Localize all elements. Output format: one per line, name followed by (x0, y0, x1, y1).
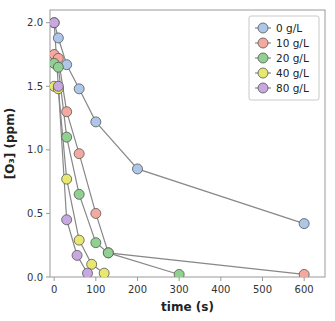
x-tick (179, 277, 180, 281)
legend-item: 0 g/L (255, 22, 302, 34)
legend-item: 10 g/L (255, 37, 309, 49)
legend-box (249, 16, 319, 100)
data-point (74, 149, 84, 159)
data-point (99, 268, 109, 277)
y-tick (46, 22, 50, 23)
legend-marker (258, 68, 268, 78)
data-point (62, 215, 72, 225)
series-line (54, 55, 304, 275)
data-point (91, 117, 101, 127)
data-point (53, 62, 63, 72)
y-axis-label: [O₃] (ppm) (3, 108, 17, 179)
data-point (62, 107, 72, 117)
x-tick-label: 500 (253, 284, 272, 295)
data-point (74, 189, 84, 199)
data-point (74, 84, 84, 94)
x-axis-label: time (s) (161, 300, 214, 314)
data-point (50, 18, 59, 28)
x-tick-label: 600 (295, 284, 314, 295)
data-point (299, 269, 309, 277)
legend-marker (258, 38, 268, 48)
legend-label: 10 g/L (276, 37, 309, 49)
legend-label: 40 g/L (276, 67, 309, 79)
x-tick (95, 277, 96, 281)
y-tick (46, 86, 50, 87)
data-point (53, 33, 63, 43)
legend-item: 80 g/L (255, 82, 309, 94)
data-point (62, 174, 72, 184)
plot-frame (50, 10, 325, 277)
legend-item: 40 g/L (255, 67, 309, 79)
data-point (74, 235, 84, 245)
x-tick-label: 400 (211, 284, 230, 295)
y-tick-label: 2.0 (27, 17, 43, 28)
data-point (62, 132, 72, 142)
legend: 0 g/L 10 g/L 20 g/L 40 g/L 80 g/L (249, 16, 319, 100)
x-tick (220, 277, 221, 281)
data-point (83, 268, 93, 277)
legend-marker (258, 23, 268, 33)
y-tick (46, 149, 50, 150)
chart: 0 100 200 300 400 500 600 0.0 0.5 1.0 1.5 2.0 time (… (0, 0, 335, 321)
data-point (87, 259, 97, 269)
y-tick-label: 0.0 (27, 272, 43, 283)
legend-label: 0 g/L (276, 22, 302, 34)
x-tick (262, 277, 263, 281)
legend-item: 20 g/L (255, 52, 309, 64)
data-point (72, 250, 82, 260)
x-tick-label: 200 (128, 284, 147, 295)
legend-label: 80 g/L (276, 82, 309, 94)
legend-marker (258, 53, 268, 63)
x-tick-label: 100 (86, 284, 105, 295)
legend-marker (258, 83, 268, 93)
data-point (299, 219, 309, 229)
y-tick (46, 277, 50, 278)
data-point (103, 248, 113, 258)
series-line (54, 86, 104, 273)
data-point (174, 269, 184, 277)
y-tick-label: 1.0 (27, 144, 43, 155)
x-tick (54, 277, 55, 281)
x-tick (137, 277, 138, 281)
data-point (91, 238, 101, 248)
data-point (53, 81, 63, 91)
x-tick-label: 0 (51, 284, 57, 295)
y-tick-label: 0.5 (27, 208, 43, 219)
data-point (133, 164, 143, 174)
data-point (103, 248, 113, 258)
x-tick (304, 277, 305, 281)
y-tick-label: 1.5 (27, 81, 43, 92)
data-point (91, 208, 101, 218)
x-tick-label: 300 (170, 284, 189, 295)
data-point (50, 18, 59, 28)
legend-label: 20 g/L (276, 52, 309, 64)
series-line (54, 23, 87, 273)
y-tick (46, 213, 50, 214)
